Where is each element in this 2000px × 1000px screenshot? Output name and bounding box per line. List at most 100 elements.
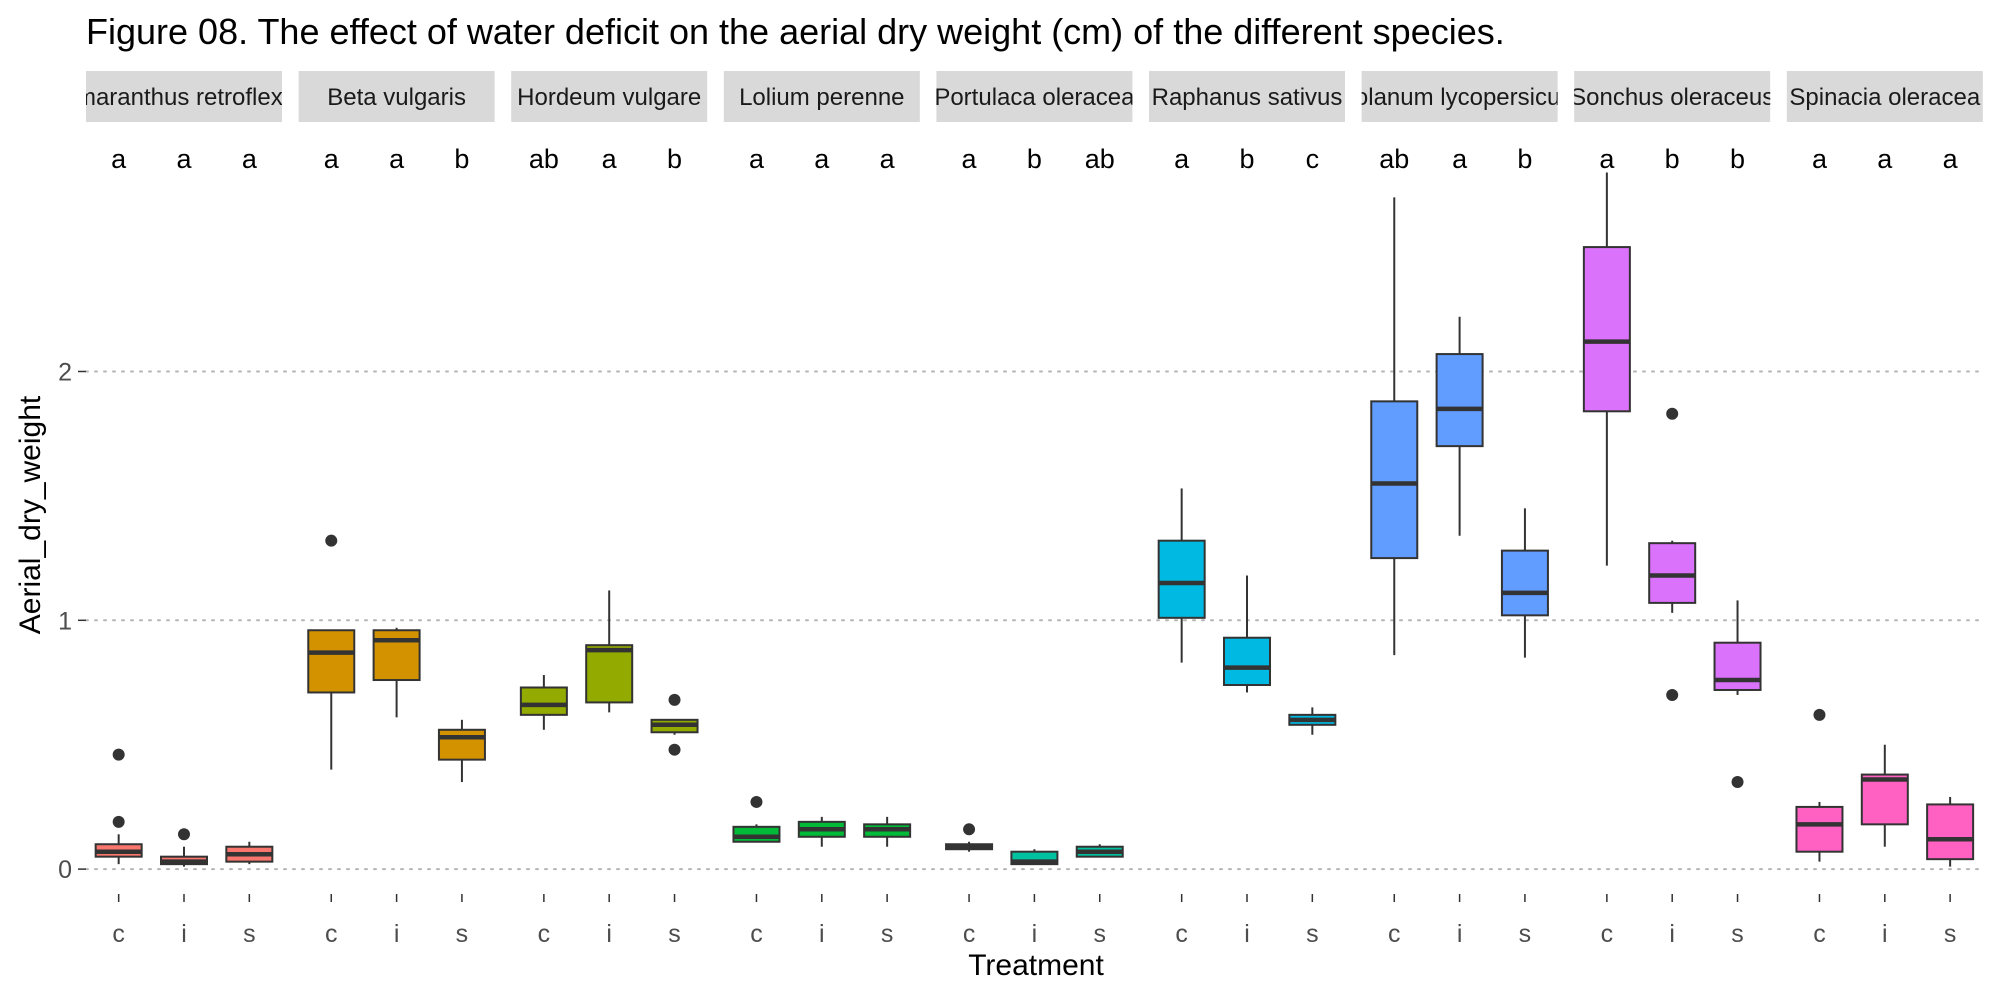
significance-letter: a bbox=[176, 144, 192, 174]
facet-strip-label: Raphanus sativus bbox=[1152, 84, 1343, 111]
x-tick-label: s bbox=[668, 920, 681, 948]
x-tick-label: i bbox=[1882, 920, 1888, 948]
box bbox=[585, 644, 634, 704]
significance-letter: a bbox=[962, 144, 978, 174]
box bbox=[1223, 636, 1271, 686]
box bbox=[732, 825, 781, 843]
outlier-point bbox=[178, 828, 190, 841]
facet-panel: Lolium perenne a c a i a s bbox=[723, 71, 920, 948]
significance-letter: ab bbox=[1085, 144, 1115, 174]
outlier-point bbox=[1666, 688, 1679, 701]
y-axis-title: Aerial_dry_weight bbox=[14, 395, 47, 634]
outlier-point bbox=[1813, 708, 1826, 721]
x-tick-label: c bbox=[963, 920, 976, 948]
facet-panel: Beta vulgaris a c a i b s bbox=[298, 71, 495, 948]
grid-lines bbox=[85, 370, 1984, 871]
x-tick-label: s bbox=[1519, 920, 1532, 948]
x-tick-label: s bbox=[1944, 920, 1957, 948]
y-axis: 0 1 2 bbox=[58, 358, 86, 884]
significance-letter: a bbox=[880, 144, 896, 174]
significance-letter: a bbox=[324, 144, 340, 174]
significance-letter: a bbox=[814, 144, 830, 174]
significance-letter: a bbox=[749, 144, 765, 174]
x-tick-label: i bbox=[181, 920, 187, 948]
facet-strip-label: Lolium perenne bbox=[739, 84, 904, 111]
outlier-point bbox=[1666, 407, 1679, 420]
facet-panel: Portulaca oleracea a c b i ab s bbox=[936, 71, 1133, 948]
box bbox=[372, 629, 421, 682]
box bbox=[1370, 400, 1419, 560]
x-tick-label: s bbox=[456, 920, 469, 948]
significance-letter: b bbox=[1665, 144, 1680, 174]
facet-strip bbox=[511, 71, 708, 122]
significance-letter: b bbox=[454, 144, 469, 174]
x-tick-label: s bbox=[243, 920, 256, 948]
x-tick-label: i bbox=[1032, 920, 1038, 948]
facet-strip bbox=[298, 71, 495, 122]
x-tick-label: i bbox=[819, 920, 825, 948]
y-tick-label: 2 bbox=[58, 358, 72, 386]
facet-strip-label: Amaranthus retroflexus bbox=[60, 84, 308, 111]
facet-strip bbox=[1574, 71, 1771, 122]
outlier-point bbox=[963, 823, 976, 836]
box bbox=[307, 629, 356, 694]
outlier-point bbox=[1731, 776, 1744, 789]
facet-strip bbox=[936, 71, 1133, 122]
outlier-point bbox=[750, 795, 763, 808]
x-tick-label: i bbox=[1244, 920, 1250, 948]
box bbox=[1582, 246, 1631, 413]
outlier-point bbox=[668, 743, 681, 756]
x-tick-label: c bbox=[1388, 920, 1401, 948]
facet-strip bbox=[1786, 71, 1983, 122]
x-tick-label: c bbox=[1175, 920, 1188, 948]
significance-letter: a bbox=[1174, 144, 1190, 174]
outlier-point bbox=[325, 534, 338, 547]
significance-letter: a bbox=[602, 144, 618, 174]
facet-strip-label: Sonchus oleraceus bbox=[1570, 84, 1774, 111]
significance-letter: a bbox=[242, 144, 258, 174]
significance-letter: c bbox=[1306, 144, 1320, 174]
facet-panel: Amaranthus retroflexus a c a i a s bbox=[60, 71, 308, 948]
outlier-point bbox=[112, 815, 125, 828]
x-axis-title: Treatment bbox=[968, 949, 1104, 982]
significance-letter: a bbox=[111, 144, 127, 174]
outlier-point bbox=[668, 693, 681, 706]
x-tick-label: c bbox=[750, 920, 763, 948]
box bbox=[519, 686, 568, 716]
x-tick-label: s bbox=[881, 920, 894, 948]
significance-letter: a bbox=[1452, 144, 1468, 174]
x-tick-label: s bbox=[1093, 920, 1106, 948]
significance-letter: a bbox=[389, 144, 405, 174]
facet-strip bbox=[86, 71, 282, 122]
facet-panel: Sonchus oleraceus a c b i b s bbox=[1570, 71, 1774, 948]
y-tick-label: 0 bbox=[58, 856, 72, 884]
box bbox=[1795, 805, 1844, 853]
significance-letter: b bbox=[1027, 144, 1042, 174]
x-tick-label: c bbox=[112, 920, 125, 948]
box bbox=[1500, 549, 1549, 617]
significance-letter: ab bbox=[529, 144, 559, 174]
significance-letter: b bbox=[1730, 144, 1745, 174]
significance-letter: b bbox=[1517, 144, 1532, 174]
significance-letter: b bbox=[1239, 144, 1254, 174]
facet-strip bbox=[1361, 71, 1558, 122]
x-tick-label: i bbox=[606, 920, 612, 948]
y-tick-label: 1 bbox=[58, 607, 72, 635]
significance-letter: a bbox=[1599, 144, 1615, 174]
facet-panel: Raphanus sativus a c b i c s bbox=[1149, 71, 1345, 948]
x-tick-label: i bbox=[394, 920, 400, 948]
facet-strip bbox=[723, 71, 920, 122]
significance-letter: b bbox=[667, 144, 682, 174]
x-tick-label: c bbox=[538, 920, 551, 948]
facet-panel: Solanum lycopersicum ab c a i b s bbox=[1339, 71, 1580, 948]
box bbox=[1157, 539, 1206, 619]
x-tick-label: s bbox=[1306, 920, 1319, 948]
facet-strip-label: Solanum lycopersicum bbox=[1339, 84, 1580, 111]
facet-panel: Spinacia oleracea a c a i a s bbox=[1786, 71, 1983, 948]
box bbox=[1713, 641, 1762, 691]
x-tick-label: i bbox=[1457, 920, 1463, 948]
facet-strip-label: Hordeum vulgare bbox=[517, 84, 701, 111]
box bbox=[437, 728, 486, 761]
box bbox=[1926, 803, 1975, 861]
x-tick-label: i bbox=[1669, 920, 1675, 948]
